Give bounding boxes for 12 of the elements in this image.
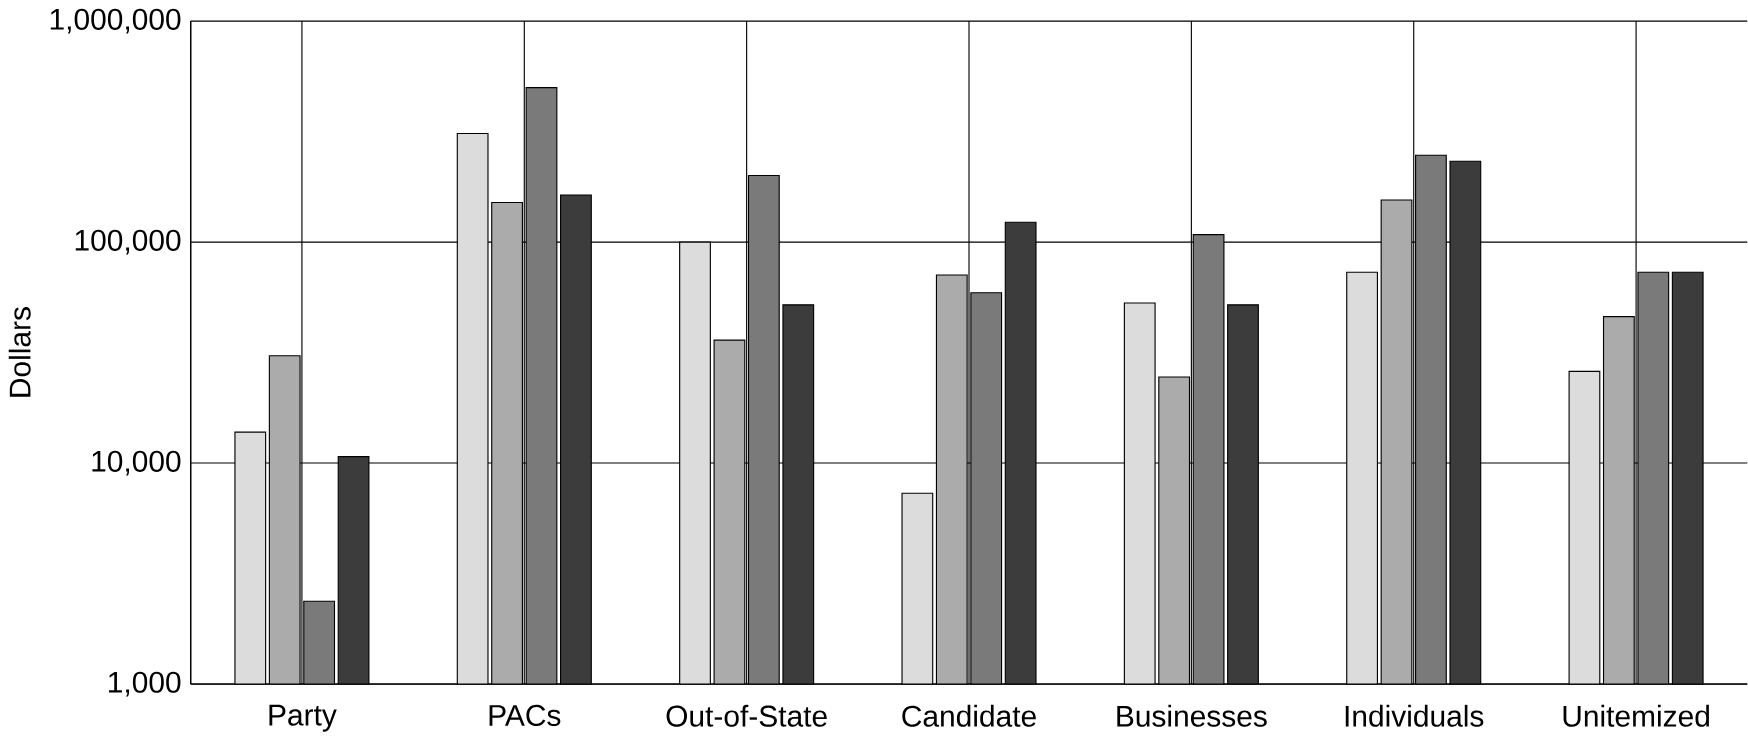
y-tick-label: 100,000	[75, 229, 181, 255]
x-tick-label: Out-of-State	[666, 704, 827, 727]
y-axis-title: Dollars	[8, 306, 31, 397]
x-tick-label: Individuals	[1345, 704, 1484, 727]
x-tick-label: Candidate	[902, 704, 1036, 727]
x-tick-label: PACs	[489, 704, 561, 726]
y-tick-label: 1,000,000	[50, 8, 181, 34]
y-tick-label: 1,000	[109, 671, 181, 697]
x-tick-label: Unitemized	[1563, 704, 1709, 727]
x-tick-label: Party	[269, 704, 337, 732]
y-tick-label: 10,000	[92, 450, 181, 476]
x-tick-label: Businesses	[1117, 704, 1267, 727]
